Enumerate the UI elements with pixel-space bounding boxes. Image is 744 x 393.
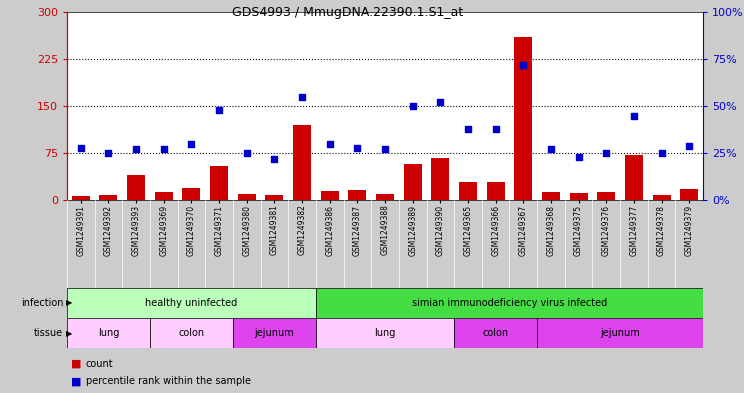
Bar — [459, 182, 477, 200]
Point — [351, 145, 363, 151]
Bar — [67, 318, 150, 348]
Point — [683, 143, 695, 149]
Text: lung: lung — [97, 328, 119, 338]
Point — [628, 112, 640, 119]
Bar — [67, 288, 316, 318]
Point — [434, 99, 446, 105]
Point — [462, 126, 474, 132]
Text: percentile rank within the sample: percentile rank within the sample — [86, 376, 251, 386]
Point — [103, 150, 115, 156]
Bar — [404, 164, 422, 200]
Text: count: count — [86, 358, 113, 369]
Point — [296, 94, 308, 100]
Bar — [72, 196, 90, 200]
Text: GDS4993 / MmugDNA.22390.1.S1_at: GDS4993 / MmugDNA.22390.1.S1_at — [232, 6, 464, 19]
Text: ■: ■ — [71, 376, 81, 386]
Bar — [454, 318, 537, 348]
Point — [655, 150, 667, 156]
Bar — [321, 191, 339, 200]
Bar — [537, 318, 703, 348]
Bar — [233, 318, 316, 348]
Text: colon: colon — [483, 328, 509, 338]
Bar — [597, 192, 615, 200]
Point — [379, 146, 391, 152]
Bar — [316, 318, 454, 348]
Bar — [348, 190, 366, 200]
Text: tissue: tissue — [34, 328, 63, 338]
Text: healthy uninfected: healthy uninfected — [145, 298, 237, 308]
Bar — [127, 175, 145, 200]
Point — [407, 103, 419, 109]
Bar — [155, 192, 173, 200]
Point — [545, 146, 557, 152]
Bar — [238, 194, 256, 200]
Point — [130, 146, 142, 152]
Text: simian immunodeficiency virus infected: simian immunodeficiency virus infected — [412, 298, 607, 308]
Bar — [487, 182, 504, 200]
Bar — [182, 189, 200, 200]
Point — [158, 146, 170, 152]
Point — [600, 150, 612, 156]
Bar — [625, 155, 643, 200]
Bar — [652, 195, 670, 200]
Bar — [150, 318, 233, 348]
Point — [490, 126, 501, 132]
Bar — [376, 194, 394, 200]
Point — [75, 145, 87, 151]
Bar — [100, 195, 118, 200]
Bar — [680, 189, 698, 200]
Bar — [514, 37, 532, 200]
Bar — [316, 288, 703, 318]
Bar — [266, 195, 283, 200]
Point — [269, 156, 280, 162]
Text: jejunum: jejunum — [600, 328, 640, 338]
Text: ■: ■ — [71, 358, 81, 369]
Bar — [210, 166, 228, 200]
Point — [213, 107, 225, 113]
Text: colon: colon — [179, 328, 205, 338]
Text: lung: lung — [374, 328, 396, 338]
Point — [517, 61, 529, 68]
Point — [324, 141, 336, 147]
Bar — [542, 192, 560, 200]
Point — [241, 150, 253, 156]
Bar — [293, 125, 311, 200]
Point — [573, 154, 585, 160]
Bar — [570, 193, 588, 200]
Text: ▶: ▶ — [66, 329, 73, 338]
Point — [185, 141, 197, 147]
Bar — [432, 158, 449, 200]
Text: infection: infection — [21, 298, 63, 308]
Text: ▶: ▶ — [66, 298, 73, 307]
Text: jejunum: jejunum — [254, 328, 295, 338]
